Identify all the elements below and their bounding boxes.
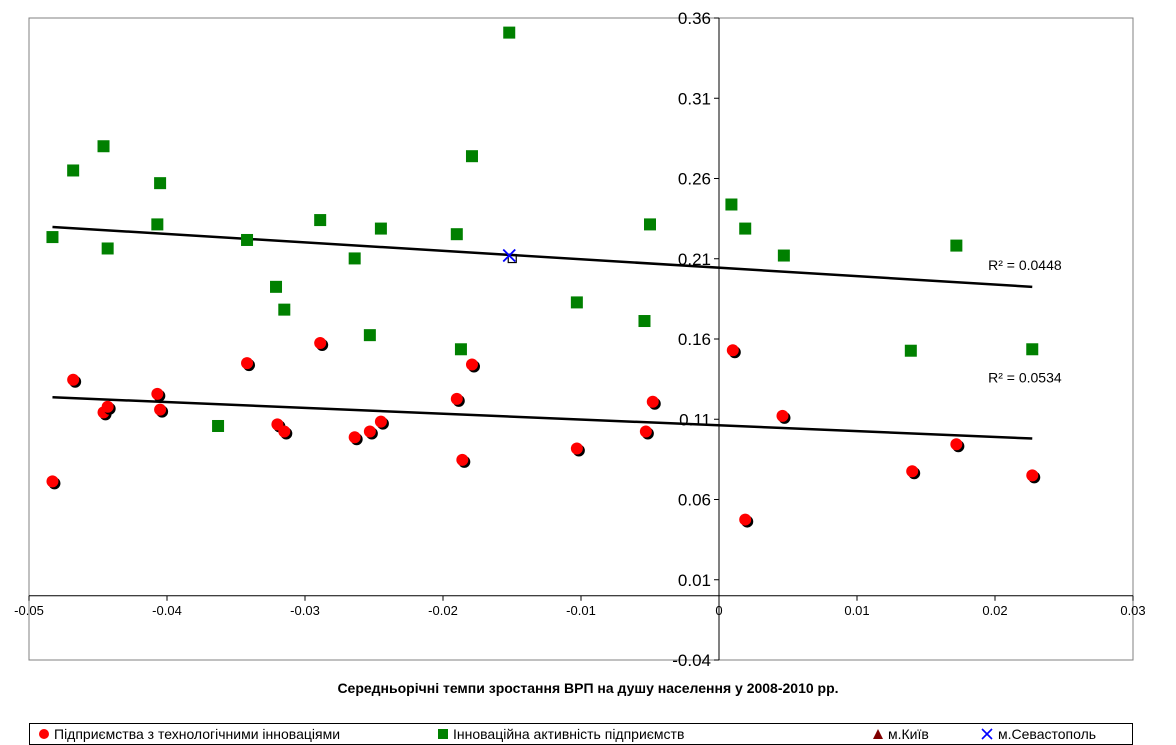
y-tick-label: 0.16 bbox=[678, 330, 711, 349]
data-point-circle bbox=[278, 425, 291, 438]
trendline bbox=[52, 225, 1033, 289]
legend-item-sevastopol: м.Севастополь bbox=[980, 726, 1096, 742]
y-tick-label: 0.26 bbox=[678, 170, 711, 189]
y-tick-label: -0.04 bbox=[672, 651, 711, 670]
legend-item-kyiv: м.Київ bbox=[872, 726, 929, 742]
legend-square-marker-icon bbox=[438, 729, 448, 739]
data-point-square bbox=[374, 222, 387, 235]
data-point-square bbox=[363, 329, 376, 342]
data-point-circle bbox=[906, 465, 919, 478]
x-tick-label: -0.03 bbox=[290, 603, 320, 618]
data-point-shadow bbox=[507, 253, 517, 264]
x-tick-label: 0 bbox=[715, 603, 722, 618]
scatter-chart: -0.05 -0.04 -0.03 -0.02 -0.01 0 0.01 0.02 0.03 -0… bbox=[14, 9, 1145, 670]
legend: Підприємства з технологічними інноваціям… bbox=[29, 723, 1133, 745]
data-point-circle bbox=[241, 357, 254, 370]
data-point-square bbox=[314, 214, 327, 227]
data-point-square bbox=[503, 26, 516, 39]
x-tick-label: 0.01 bbox=[844, 603, 869, 618]
data-point-square bbox=[454, 343, 467, 356]
data-point-circle bbox=[374, 415, 387, 428]
data-point-square bbox=[348, 252, 361, 265]
legend-label-kyiv: м.Київ bbox=[888, 726, 929, 742]
plot-area-border bbox=[28, 17, 1134, 661]
data-point-square bbox=[638, 315, 651, 328]
data-point-circle bbox=[1026, 469, 1039, 482]
legend-triangle-marker-icon bbox=[873, 729, 883, 739]
data-point-square bbox=[739, 222, 752, 235]
x-tick-label: 0.02 bbox=[982, 603, 1007, 618]
data-point-square bbox=[777, 249, 790, 262]
data-point-circle bbox=[639, 425, 652, 438]
data-point-circle bbox=[456, 453, 469, 466]
y-tick-label: 0.01 bbox=[678, 571, 711, 590]
x-tick-label: -0.05 bbox=[14, 603, 44, 618]
y-tick-label: 0.36 bbox=[678, 9, 711, 28]
data-point-square bbox=[97, 140, 110, 153]
data-point-square bbox=[570, 296, 583, 309]
y-tick-label: 0.21 bbox=[678, 250, 711, 269]
data-point-circle bbox=[465, 358, 478, 371]
data-point-square bbox=[270, 280, 283, 293]
trendlines bbox=[52, 225, 1033, 440]
y-tick-label: 0.31 bbox=[678, 89, 711, 108]
data-point-circle bbox=[363, 425, 376, 438]
data-point-circle bbox=[101, 400, 114, 413]
data-point-circle bbox=[570, 442, 583, 455]
x-tick-label: -0.01 bbox=[566, 603, 596, 618]
r-squared-label: R² = 0.0448 bbox=[988, 257, 1062, 273]
data-point-square bbox=[151, 218, 164, 231]
data-point-circle bbox=[348, 431, 361, 444]
data-point-circle bbox=[46, 475, 59, 488]
data-point-square bbox=[904, 344, 917, 357]
data-point-square bbox=[46, 231, 59, 244]
data-point-circle bbox=[739, 513, 752, 526]
data-points bbox=[46, 26, 1041, 528]
legend-item-tech-innovations: Підприємства з технологічними інноваціям… bbox=[38, 726, 340, 742]
data-point-x bbox=[502, 248, 516, 263]
x-tick-label: -0.02 bbox=[428, 603, 458, 618]
tick-labels: -0.05 -0.04 -0.03 -0.02 -0.01 0 0.01 0.02 0.03 -0… bbox=[14, 9, 1145, 670]
data-point-circle bbox=[154, 403, 167, 416]
y-tick-label: 0.11 bbox=[679, 410, 711, 429]
x-axis-title: Середньорічні темпи зростання ВРП на душ… bbox=[337, 680, 839, 696]
r-squared-label: R² = 0.0534 bbox=[988, 369, 1062, 385]
legend-circle-marker-icon bbox=[39, 729, 49, 739]
data-point-square bbox=[212, 419, 225, 432]
axes bbox=[28, 17, 1134, 661]
data-point-circle bbox=[67, 373, 80, 386]
legend-label-tech-innovations: Підприємства з технологічними інноваціям… bbox=[54, 726, 341, 742]
data-point-square bbox=[465, 150, 478, 163]
data-point-circle bbox=[646, 395, 659, 408]
data-point-square bbox=[101, 242, 114, 255]
legend-label-sevastopol: м.Севастополь bbox=[998, 726, 1097, 742]
data-point-circle bbox=[450, 392, 463, 405]
legend-x-marker-icon bbox=[981, 728, 993, 740]
data-point-circle bbox=[726, 344, 739, 357]
data-point-square bbox=[241, 233, 254, 246]
data-point-circle bbox=[776, 409, 789, 422]
data-point-square bbox=[1026, 343, 1039, 356]
x-tick-label: 0.03 bbox=[1120, 603, 1145, 618]
data-point-square bbox=[725, 198, 738, 211]
data-point-square bbox=[67, 164, 80, 177]
data-point-circle bbox=[151, 387, 164, 400]
legend-label-innovation-activity: Інноваційна активність підприємств bbox=[453, 726, 685, 742]
data-point-square bbox=[278, 303, 291, 316]
data-point-circle bbox=[314, 337, 327, 350]
data-point-square bbox=[450, 228, 463, 241]
data-point-circle bbox=[950, 438, 963, 451]
x-tick-label: -0.04 bbox=[152, 603, 182, 618]
y-tick-label: 0.06 bbox=[678, 491, 711, 510]
legend-item-innovation-activity: Інноваційна активність підприємств bbox=[437, 726, 684, 742]
trendline bbox=[52, 396, 1033, 440]
data-point-square bbox=[644, 218, 656, 231]
data-point-square bbox=[154, 177, 167, 190]
data-point-square bbox=[950, 239, 963, 252]
